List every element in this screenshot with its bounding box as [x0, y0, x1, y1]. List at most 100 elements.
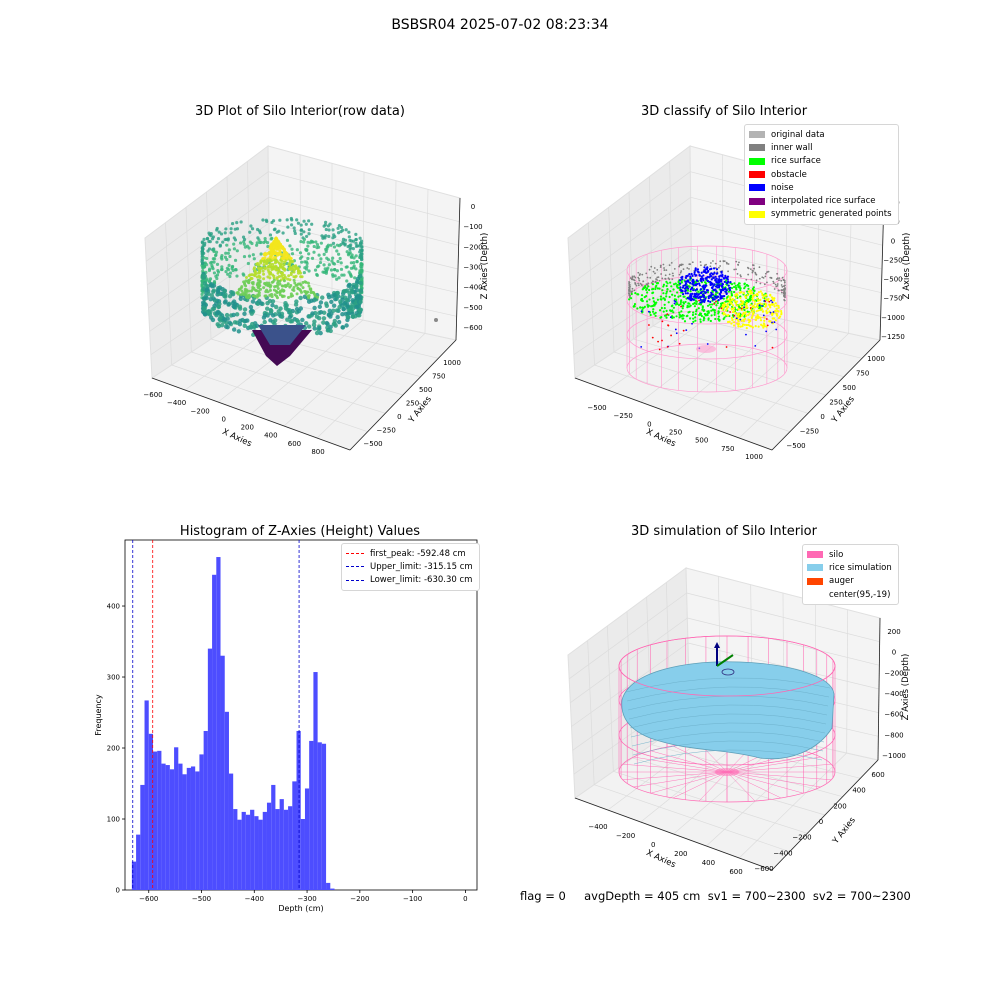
scatter-point — [761, 276, 764, 279]
scatter-point — [268, 276, 272, 280]
scatter-point — [336, 231, 341, 235]
scatter-point — [278, 263, 282, 267]
scatter-point — [302, 219, 306, 223]
scatter-point — [759, 316, 762, 319]
histogram-title: Histogram of Z-Axies (Height) Values — [179, 524, 421, 539]
scatter-point — [250, 299, 256, 304]
scatter-point — [744, 285, 747, 288]
scatter-point — [714, 275, 717, 278]
scatter-point — [258, 231, 262, 235]
scatter-point — [266, 244, 270, 249]
scatter-point — [725, 279, 728, 282]
scatter-point — [726, 298, 729, 301]
scatter-point — [341, 240, 345, 244]
legend-label: Lower_limit: -630.30 cm — [370, 575, 473, 586]
scatter-point — [733, 314, 736, 317]
scatter-point — [755, 279, 758, 282]
scatter-point — [251, 285, 255, 289]
scatter-point — [345, 314, 350, 320]
scatter-point — [651, 310, 655, 313]
scatter-point — [684, 292, 687, 295]
scatter-point — [653, 304, 656, 307]
scatter-point — [751, 271, 754, 274]
scatter-point — [703, 285, 707, 289]
scatter-point — [724, 276, 727, 279]
scatter-point — [271, 262, 275, 266]
scatter-point — [266, 284, 270, 288]
legend-label: interpolated rice surface — [771, 196, 876, 207]
scatter-point — [239, 241, 243, 245]
scatter-point — [697, 271, 700, 274]
grid-line — [738, 333, 849, 439]
scatter-point — [300, 260, 304, 264]
scatter-point — [717, 312, 720, 315]
scatter-point — [354, 238, 358, 242]
scatter-point — [666, 345, 669, 348]
scatter-point — [694, 269, 697, 272]
scatter-point — [278, 282, 282, 286]
x-tick-label: 400 — [264, 432, 277, 440]
histogram-bar — [266, 802, 272, 890]
scatter-point — [756, 306, 759, 309]
scatter-point — [347, 270, 351, 274]
scatter-point — [633, 302, 637, 306]
scatter-point — [651, 291, 654, 295]
scatter-point — [708, 294, 712, 297]
scatter-point — [676, 291, 679, 294]
histogram-bar — [216, 557, 221, 890]
scatter-point — [298, 251, 303, 255]
scatter-point — [782, 288, 785, 291]
scatter-point — [296, 221, 301, 225]
y-tick-label: 500 — [843, 384, 856, 392]
scatter-point — [292, 285, 296, 289]
scatter-point — [706, 343, 709, 345]
scatter-point — [734, 284, 737, 287]
scatter-point — [636, 293, 639, 296]
scatter-point — [775, 304, 778, 307]
legend-swatch — [807, 577, 823, 585]
scatter-point — [350, 298, 355, 303]
scatter-point — [324, 301, 329, 306]
scatter-point — [725, 346, 728, 348]
scatter-point — [324, 320, 330, 326]
scatter-point — [758, 277, 761, 280]
x-tick-label: 400 — [702, 859, 715, 867]
scatter-point — [668, 273, 671, 276]
scatter-point — [307, 228, 311, 232]
scatter-point — [695, 310, 698, 313]
scatter-point — [294, 299, 299, 304]
scatter-point — [634, 292, 637, 295]
histogram-bar — [309, 740, 314, 890]
scatter-point — [219, 255, 224, 260]
scatter-point — [281, 284, 285, 288]
scatter-point — [692, 320, 695, 323]
scatter-point — [359, 261, 363, 266]
scatter-point — [694, 299, 697, 302]
scatter-point — [326, 266, 330, 270]
surface-mesh-line — [632, 740, 824, 756]
scatter-point — [317, 245, 321, 249]
scatter-point — [348, 247, 352, 252]
scatter-point — [772, 311, 775, 313]
scatter-point — [223, 231, 227, 235]
scatter-point — [777, 304, 780, 308]
scatter-point — [291, 264, 295, 268]
scatter-point — [345, 311, 351, 316]
scatter-point — [335, 243, 339, 247]
scatter-point — [687, 287, 690, 290]
scatter-point — [727, 314, 730, 317]
scatter-point — [642, 280, 645, 283]
scatter-point — [286, 295, 290, 299]
scatter-point — [641, 273, 644, 276]
scatter-point — [707, 317, 710, 320]
scatter-point — [689, 317, 692, 320]
scatter-point — [641, 306, 644, 309]
scatter-point — [740, 299, 743, 302]
scatter-point — [743, 315, 746, 318]
scatter-point — [753, 302, 756, 306]
scatter-point — [285, 256, 289, 260]
z-tick-label: 0 — [892, 649, 896, 657]
scatter-point — [687, 311, 690, 314]
y-tick-label: 0 — [820, 413, 824, 421]
scatter-point — [233, 268, 238, 272]
